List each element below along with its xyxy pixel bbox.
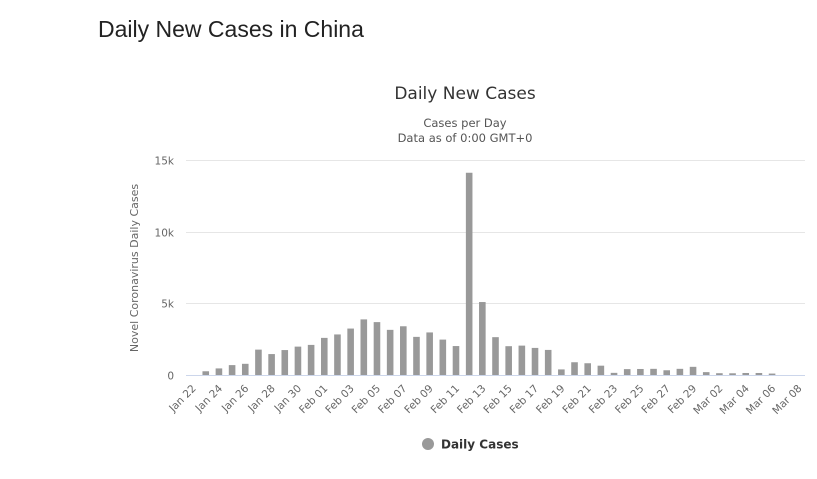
y-tick-label: 0 [167, 371, 174, 383]
bar-feb-22[interactable] [597, 365, 605, 375]
bar-mar-04[interactable] [742, 372, 750, 375]
bars [202, 172, 776, 375]
chart-title: Daily New Cases [394, 84, 536, 104]
x-tick-label: Jan 22 [166, 383, 198, 415]
bar-jan-28[interactable] [268, 354, 275, 375]
bar-feb-24[interactable] [623, 369, 631, 375]
bar-mar-01[interactable] [702, 372, 710, 375]
bar-feb-05[interactable] [373, 322, 381, 375]
bar-jan-27[interactable] [255, 349, 262, 375]
bar-feb-09[interactable] [426, 332, 433, 375]
bar-feb-19[interactable] [558, 369, 565, 375]
bar-feb-14[interactable] [492, 337, 499, 375]
bar-feb-26[interactable] [650, 368, 657, 375]
bar-feb-12[interactable] [465, 172, 473, 375]
bar-feb-18[interactable] [544, 349, 552, 375]
bar-feb-15[interactable] [505, 346, 512, 375]
bar-feb-17[interactable] [531, 347, 539, 375]
bar-feb-23[interactable] [610, 372, 618, 375]
y-tick-label: 15k [155, 156, 175, 168]
x-tick-label: Mar 08 [770, 383, 804, 417]
bar-feb-16[interactable] [518, 345, 526, 375]
bar-jan-25[interactable] [228, 365, 236, 375]
bar-feb-03[interactable] [347, 328, 354, 375]
bar-feb-11[interactable] [452, 346, 460, 375]
x-tick-label: Jan 26 [219, 382, 252, 415]
bar-mar-03[interactable] [729, 373, 736, 375]
bar-feb-04[interactable] [360, 319, 368, 375]
bar-feb-13[interactable] [479, 302, 486, 375]
bar-jan-29[interactable] [281, 350, 289, 375]
x-tick-label: Jan 28 [245, 383, 277, 415]
bar-feb-27[interactable] [663, 370, 671, 375]
bar-feb-20[interactable] [571, 362, 578, 375]
bar-feb-02[interactable] [334, 334, 341, 375]
bar-jan-30[interactable] [294, 346, 302, 375]
bar-feb-28[interactable] [676, 368, 684, 375]
chart-subtitle-line-1: Cases per Day [423, 116, 506, 130]
legend-item-daily-cases[interactable]: Daily Cases [422, 438, 519, 452]
bar-feb-10[interactable] [439, 339, 447, 375]
bar-jan-24[interactable] [215, 368, 223, 375]
bar-feb-01[interactable] [320, 337, 328, 375]
bar-feb-25[interactable] [637, 368, 644, 375]
bar-jan-23[interactable] [202, 371, 210, 375]
legend-marker [422, 438, 434, 450]
y-axis-title: Novel Coronavirus Daily Cases [128, 184, 141, 352]
page-title: Daily New Cases in China [98, 16, 364, 42]
y-tick-label: 10k [155, 228, 175, 240]
bar-feb-21[interactable] [584, 363, 591, 375]
bar-jan-31[interactable] [307, 344, 315, 375]
bar-feb-29[interactable] [689, 366, 697, 375]
bar-feb-06[interactable] [386, 329, 394, 375]
x-tick-label: Jan 24 [193, 382, 226, 415]
bar-mar-06[interactable] [768, 373, 776, 375]
bar-mar-05[interactable] [755, 372, 763, 375]
bar-feb-07[interactable] [400, 326, 407, 375]
bar-jan-26[interactable] [241, 363, 249, 375]
y-tick-label: 5k [161, 299, 175, 311]
bar-mar-02[interactable] [716, 373, 723, 375]
legend-label: Daily Cases [441, 438, 519, 452]
y-axis-ticks: 0 5k 10k 15k [155, 156, 175, 383]
gridlines [186, 160, 805, 304]
chart-subtitle-line-2: Data as of 0:00 GMT+0 [398, 131, 533, 145]
bar-feb-08[interactable] [413, 336, 420, 375]
